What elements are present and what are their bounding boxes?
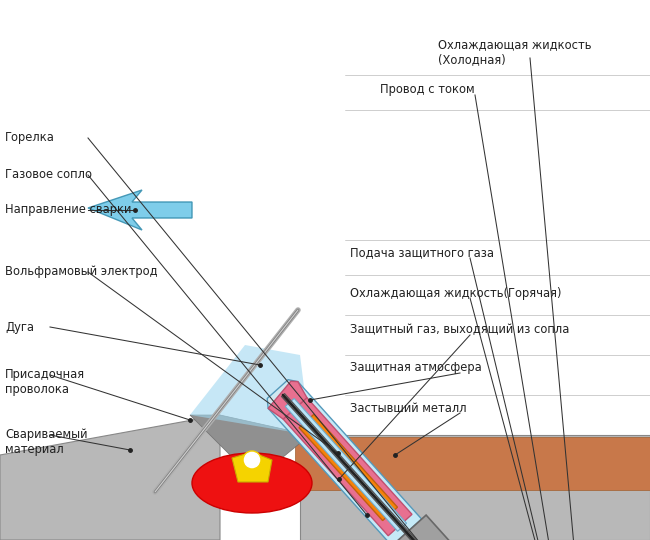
Ellipse shape xyxy=(192,453,312,513)
Text: Защитный газ, выходящий из сопла: Защитный газ, выходящий из сопла xyxy=(350,323,569,336)
Polygon shape xyxy=(190,345,310,435)
Text: Вольфрамовый электрод: Вольфрамовый электрод xyxy=(5,266,157,279)
Polygon shape xyxy=(295,437,650,490)
Polygon shape xyxy=(232,452,272,482)
Text: Подача защитного газа: Подача защитного газа xyxy=(350,246,494,260)
Text: Охлаждающая жидкость(Горячая): Охлаждающая жидкость(Горячая) xyxy=(350,287,562,300)
Text: Охлаждающая жидкость
(Холодная): Охлаждающая жидкость (Холодная) xyxy=(438,38,592,66)
Text: Застывший металл: Застывший металл xyxy=(350,402,467,415)
Polygon shape xyxy=(285,399,406,531)
Polygon shape xyxy=(300,435,650,540)
Text: Присадочная
проволока: Присадочная проволока xyxy=(5,368,85,396)
Text: Направление сварки: Направление сварки xyxy=(5,204,131,217)
Polygon shape xyxy=(0,415,220,540)
Polygon shape xyxy=(268,382,422,540)
Polygon shape xyxy=(283,397,412,536)
Polygon shape xyxy=(299,414,398,521)
Polygon shape xyxy=(267,380,298,408)
Polygon shape xyxy=(387,515,486,540)
Text: Горелка: Горелка xyxy=(5,132,55,145)
Polygon shape xyxy=(268,381,307,419)
Text: Провод с током: Провод с током xyxy=(380,84,474,97)
Text: Свариваемый
материал: Свариваемый материал xyxy=(5,428,88,456)
Text: Защитная атмосфера: Защитная атмосфера xyxy=(350,361,482,375)
Polygon shape xyxy=(88,190,192,230)
Text: Газовое сопло: Газовое сопло xyxy=(5,168,92,181)
Ellipse shape xyxy=(243,451,261,469)
Polygon shape xyxy=(190,415,310,480)
Text: Дуга: Дуга xyxy=(5,321,34,334)
